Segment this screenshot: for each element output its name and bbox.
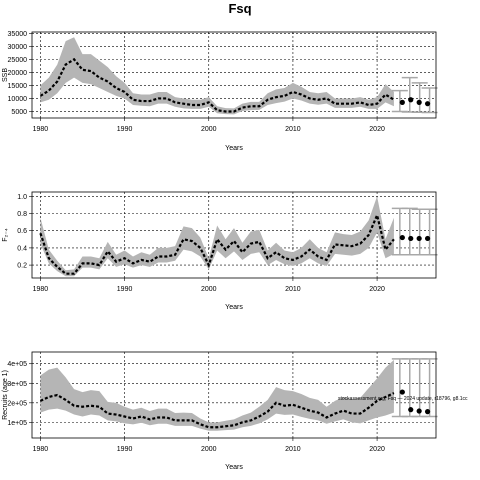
ssb-y-tick-label: 25000 xyxy=(8,57,28,64)
figure-title: Fsq xyxy=(228,1,251,16)
fishing-mortality-y-tick-label: 0.2 xyxy=(17,263,27,270)
recruitment-panel: 1980 1990 2000 2010 2020 1e+05 2e+05 3e+05 4e+05… xyxy=(2,351,468,471)
fishing-mortality-x-tick-label: 2020 xyxy=(369,286,385,293)
recruitment-projection-point xyxy=(416,408,422,414)
ssb-x-tick-label: 1980 xyxy=(33,126,49,133)
recruitment-x-tick-label: 1990 xyxy=(117,446,133,453)
fishing-mortality-y-axis-label: F₂₋₄ xyxy=(2,228,9,242)
fishing-mortality-projection-point xyxy=(416,235,422,242)
ssb-x-tick-label: 1990 xyxy=(117,126,133,133)
panels: 1980 1990 2000 2010 2020 5000 10000 15000 20000 2… xyxy=(2,31,468,471)
ssb-panel: 1980 1990 2000 2010 2020 5000 10000 15000 20000 2… xyxy=(2,31,438,152)
recruitment-y-tick-label: 2e+05 xyxy=(7,400,27,407)
fishing-mortality-y-tick-label: 0.6 xyxy=(17,228,27,235)
ssb-x-tick-label: 2000 xyxy=(201,126,217,133)
recruitment-projection-point xyxy=(399,389,405,395)
fishing-mortality-y-tick-label: 1.0 xyxy=(17,194,27,201)
ssb-y-tick-label: 5000 xyxy=(11,109,27,116)
fishing-mortality-x-axis-label: Years xyxy=(225,304,243,311)
recruitment-projection-point xyxy=(424,409,431,415)
recruitment-x-tick-label: 1980 xyxy=(33,446,49,453)
recruitment-estimate-line xyxy=(39,392,395,429)
ssb-y-axis-label: SSB xyxy=(2,68,9,82)
fishing-mortality-projection-point xyxy=(408,235,414,242)
ssb-confidence-band xyxy=(40,37,394,115)
recruitment-x-tick-label: 2020 xyxy=(369,446,385,453)
ssb-x-axis-label: Years xyxy=(225,145,243,152)
recruitment-x-tick-label: 2000 xyxy=(201,446,217,453)
fishing-mortality-y-tick-label: 0.8 xyxy=(17,211,27,218)
fishing-mortality-projection-point xyxy=(399,234,405,241)
recruitment-y-tick-label: 1e+05 xyxy=(7,420,27,427)
recruitment-x-tick-label: 2010 xyxy=(285,446,301,453)
fishing-mortality-x-tick-label: 2000 xyxy=(201,286,217,293)
fishing-mortality-plot-frame xyxy=(31,191,437,279)
ssb-projection-point xyxy=(399,99,405,105)
ssb-y-tick-label: 15000 xyxy=(8,83,28,90)
recruitment-x-axis-label: Years xyxy=(225,464,243,471)
fishing-mortality-panel: 1980 1990 2000 2010 2020 0.2 0.4 0.6 0.8 1.0 Years… xyxy=(2,191,438,311)
fishing-mortality-x-tick-label: 1980 xyxy=(33,286,49,293)
recruitment-y-tick-label: 4e+05 xyxy=(7,361,27,368)
recruitment-projection-point xyxy=(408,407,414,413)
fishing-mortality-x-tick-label: 2010 xyxy=(285,286,301,293)
ssb-y-tick-label: 10000 xyxy=(8,96,28,103)
fishing-mortality-y-tick-label: 0.4 xyxy=(17,245,27,252)
recruitment-confidence-band xyxy=(40,359,394,431)
recruitment-annotation: stockassessment.org, Fsq — 2024 update, … xyxy=(338,396,468,402)
ssb-y-tick-label: 30000 xyxy=(8,44,28,51)
ssb-x-tick-label: 2020 xyxy=(369,126,385,133)
ssb-projection-point xyxy=(408,97,414,103)
ssb-y-tick-label: 35000 xyxy=(8,31,28,38)
ssb-y-tick-label: 20000 xyxy=(8,70,28,77)
ssb-x-tick-label: 2010 xyxy=(285,126,301,133)
fishing-mortality-confidence-band xyxy=(40,196,394,277)
recruitment-y-tick-label: 3e+05 xyxy=(7,381,27,388)
recruitment-y-axis-label: Recruits (age 1) xyxy=(2,370,9,420)
ssb-projection-point xyxy=(424,101,431,107)
fishing-mortality-projection-point xyxy=(424,235,431,242)
ssb-plot-frame xyxy=(31,31,437,119)
fishing-mortality-x-tick-label: 1990 xyxy=(117,286,133,293)
fishing-mortality-estimate-line xyxy=(39,211,395,275)
ssb-projection-point xyxy=(416,99,422,105)
recruitment-plot-frame xyxy=(31,351,437,439)
